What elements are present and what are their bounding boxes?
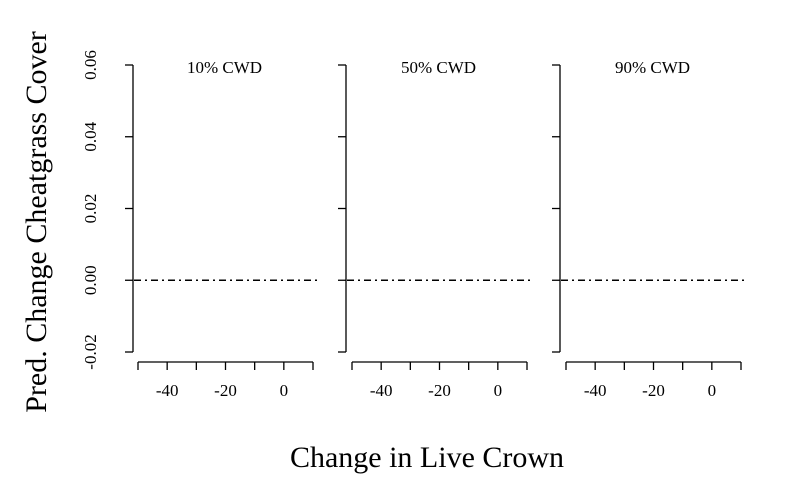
panel-title: 50% CWD bbox=[401, 58, 476, 77]
y-tick-label: 0.04 bbox=[81, 121, 100, 151]
y-axis-title: Pred. Change Cheatgrass Cover bbox=[20, 31, 53, 413]
panel-title: 10% CWD bbox=[187, 58, 262, 77]
panel-title: 90% CWD bbox=[615, 58, 690, 77]
x-tick-label: -40 bbox=[584, 381, 607, 400]
x-tick-label: 0 bbox=[494, 381, 503, 400]
x-tick-label: 0 bbox=[708, 381, 717, 400]
x-tick-label: -40 bbox=[370, 381, 393, 400]
panel-2: -40 -20 0 50% CWD bbox=[338, 58, 532, 400]
y-tick-label: 0.06 bbox=[81, 50, 100, 80]
x-tick-label: -20 bbox=[642, 381, 665, 400]
panel-3: -40 -20 0 90% CWD bbox=[552, 58, 746, 400]
x-tick-label: -20 bbox=[214, 381, 237, 400]
x-tick-label: -40 bbox=[156, 381, 179, 400]
panel-1: -0.02 0.00 0.02 0.04 0.06 -40 -20 0 10% CWD bbox=[81, 50, 318, 400]
x-tick-label: -20 bbox=[428, 381, 451, 400]
y-tick-label: 0.00 bbox=[81, 265, 100, 295]
x-axis-title: Change in Live Crown bbox=[290, 441, 564, 474]
y-tick-label: -0.02 bbox=[81, 334, 100, 369]
x-tick-label: 0 bbox=[280, 381, 289, 400]
y-tick-label: 0.02 bbox=[81, 194, 100, 224]
